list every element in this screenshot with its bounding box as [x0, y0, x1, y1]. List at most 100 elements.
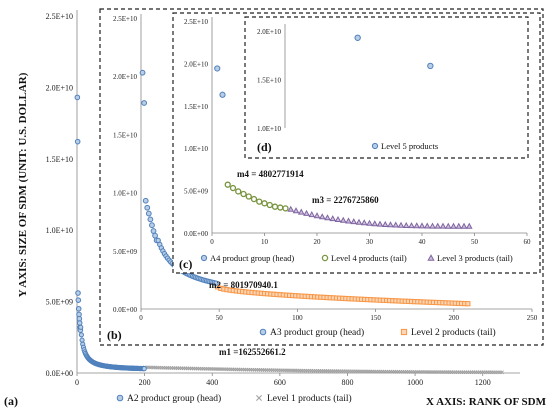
c-legend-marker-level3: [427, 254, 435, 261]
c-x-tick-label: 40: [419, 238, 427, 246]
c-level3-point: [429, 222, 436, 229]
c-level3-point: [339, 216, 347, 223]
a-head-point: [75, 290, 81, 296]
c-level3-point: [439, 222, 447, 229]
c-level4-point: [256, 198, 263, 205]
c-level3-point: [371, 220, 379, 227]
d-y-tick-label: 1.5E+10: [257, 77, 281, 85]
a-y-tick-label: 0.0E+00: [46, 369, 73, 378]
b-x-tick-label: 50: [216, 314, 224, 322]
c-level4-point: [224, 181, 231, 188]
b-head-point: [149, 222, 155, 229]
a-legend-marker-head: [116, 394, 124, 402]
a-head-point: [78, 324, 84, 330]
c-x-tick-label: 20: [314, 238, 322, 246]
c-level3-point: [413, 222, 421, 229]
c-y-tick-label: 0.0E+00: [184, 230, 208, 238]
c-level3-point: [292, 207, 300, 214]
x-mark-stroke: [500, 370, 504, 375]
c-m4-annotation: m4 = 4802771914: [237, 169, 304, 179]
c-y-tick-label: 1.5E+10: [184, 103, 208, 111]
a-x-tick-label: 400: [206, 378, 218, 387]
b-x-tick-label: 0: [139, 314, 143, 322]
b-y-tick-label: 1.5E+10: [113, 131, 137, 139]
b-legend-marker-tail: [400, 328, 408, 336]
b-panel-label: (b): [107, 328, 122, 342]
c-level3-point: [318, 213, 326, 220]
a-legend-marker-tail: [256, 395, 262, 401]
a-head-point: [141, 366, 147, 372]
c-level4-point: [266, 201, 273, 209]
c-x-tick-label: 0: [210, 238, 214, 246]
c-level3-point: [329, 215, 337, 222]
c-y-tick-label: 2.0E+10: [184, 60, 208, 68]
c-level3-point: [460, 222, 468, 229]
a-x-tick-label: 800: [341, 378, 353, 387]
b-head-point: [147, 216, 154, 223]
b-head-point: [150, 228, 157, 234]
b-x-tick-label: 100: [292, 314, 303, 322]
a-x-tick-label: 200: [139, 378, 151, 387]
c-level4-point: [261, 200, 268, 207]
c-x-tick-label: 50: [471, 238, 479, 246]
c-y-tick-label: 1.0E+10: [184, 145, 208, 153]
b-legend-head-label: A3 product group (head): [270, 327, 364, 338]
a-y-tick-label: 2.5E+10: [46, 12, 73, 21]
c-level3-point: [355, 218, 363, 225]
a-x-tick-label: 1000: [407, 378, 423, 387]
b-head-point: [142, 197, 149, 204]
panel-d-frame: [244, 16, 529, 159]
c-level3-point: [444, 222, 452, 229]
a-x-tick-label: 600: [274, 378, 286, 387]
b-level2-point: [465, 301, 471, 307]
b-head-point: [139, 69, 146, 76]
c-level4-point: [235, 188, 242, 195]
c-level3-point: [350, 218, 358, 225]
c-head-point: [214, 65, 221, 72]
c-level4-point: [229, 184, 237, 192]
b-y-tick-label: 0.0E+00: [113, 306, 137, 314]
c-level4-point: [271, 203, 279, 210]
c-level3-point: [376, 220, 384, 227]
b-y-tick-label: 5.0E+09: [113, 248, 137, 256]
c-legend-marker-level4: [321, 254, 329, 262]
c-level4-point: [277, 204, 284, 211]
c-m3-annotation: m3 = 2276725860: [312, 195, 379, 205]
a-y-axis-title: Y AXIS: SIZE OF SDM (UNIT: U.S. DOLLAR): [17, 72, 29, 297]
c-x-tick-label: 10: [261, 238, 269, 246]
c-level3-point: [423, 222, 431, 229]
b-head-point: [141, 100, 148, 106]
c-level4-point: [282, 205, 289, 212]
c-level3-point: [308, 211, 316, 218]
a-head-point: [79, 337, 85, 343]
d-legend-marker: [371, 142, 379, 150]
c-level3-point: [366, 219, 373, 226]
c-level3-point: [397, 221, 405, 228]
d-y-tick-label: 1.0E+10: [257, 125, 281, 133]
b-head-point: [152, 232, 158, 239]
a-head-point: [75, 297, 82, 303]
c-panel-label: (c): [179, 257, 192, 271]
c-head-point: [219, 91, 226, 98]
c-level3-point: [450, 222, 457, 229]
a-head-point: [74, 138, 81, 145]
a-x-tick-label: 1200: [475, 378, 491, 387]
c-level3-point: [334, 215, 342, 222]
b-x-tick-label: 250: [527, 314, 538, 322]
c-level3-point: [287, 205, 295, 212]
d-level5-point: [427, 62, 434, 70]
a-head-point: [74, 94, 81, 101]
c-level3-point: [360, 219, 368, 226]
c-level3-point: [418, 222, 426, 229]
b-legend-tail-label: Level 2 products (tail): [411, 327, 496, 338]
c-level3-point: [345, 217, 352, 224]
a-head-point: [75, 305, 82, 312]
b-y-tick-label: 2.0E+10: [113, 73, 137, 81]
b-y-tick-label: 2.5E+10: [113, 15, 137, 23]
c-level3-point: [381, 220, 389, 227]
c-level3-point: [408, 222, 415, 229]
c-legend-level4-label: Level 4 products (tail): [331, 253, 407, 263]
c-legend-head-label: A4 product group (head): [210, 253, 294, 263]
b-x-tick-label: 200: [449, 314, 460, 322]
c-level4-point: [240, 190, 247, 198]
